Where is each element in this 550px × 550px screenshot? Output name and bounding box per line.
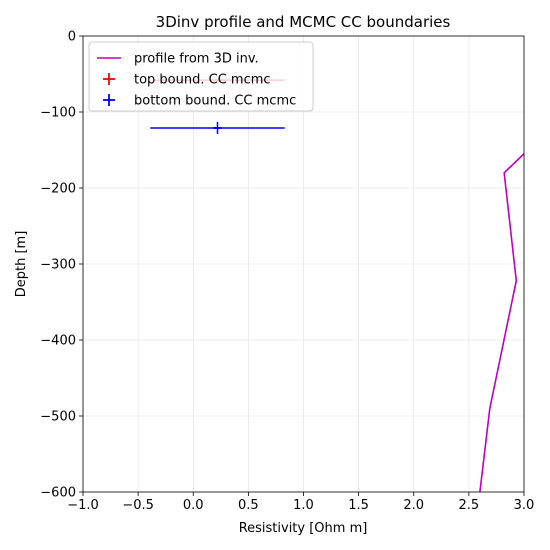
- x-axis-label: Resistivity [Ohm m]: [239, 521, 368, 536]
- y-tick-label: −400: [40, 334, 76, 349]
- plot-area: [150, 77, 524, 492]
- y-tick-label: −600: [40, 486, 76, 501]
- y-tick-label: −200: [40, 182, 76, 197]
- series-line-profile: [479, 152, 524, 492]
- y-tick-label: −300: [40, 258, 76, 273]
- x-tick-label: 2.5: [459, 498, 480, 513]
- x-tick-label: 1.0: [293, 498, 314, 513]
- x-axis: −1.0 −0.5 0.0 0.5 1.0 1.5 2.0 2.5 3.0: [67, 492, 534, 513]
- x-tick-label: −1.0: [67, 498, 99, 513]
- y-tick-label: 0: [68, 30, 76, 45]
- x-tick-label: 2.0: [403, 498, 424, 513]
- y-axis: 0 −100 −200 −300 −400 −500 −600: [40, 30, 83, 501]
- y-tick-label: −500: [40, 410, 76, 425]
- x-tick-label: 0.5: [238, 498, 259, 513]
- x-tick-label: −0.5: [122, 498, 154, 513]
- chart-title: 3Dinv profile and MCMC CC boundaries: [156, 13, 451, 31]
- x-tick-label: 0.0: [183, 498, 204, 513]
- y-tick-label: −100: [40, 106, 76, 121]
- x-tick-label: 1.5: [348, 498, 369, 513]
- legend-frame: [88, 41, 314, 112]
- legend-label: top bound. CC mcmc: [134, 73, 271, 88]
- legend: profile from 3D inv. top bound. CC mcmc bo…: [88, 41, 314, 112]
- grid-lines: [82, 35, 525, 493]
- legend-label: profile from 3D inv.: [134, 52, 259, 67]
- legend-label: bottom bound. CC mcmc: [134, 94, 296, 109]
- y-axis-label: Depth [m]: [14, 231, 29, 298]
- x-tick-label: 3.0: [514, 498, 535, 513]
